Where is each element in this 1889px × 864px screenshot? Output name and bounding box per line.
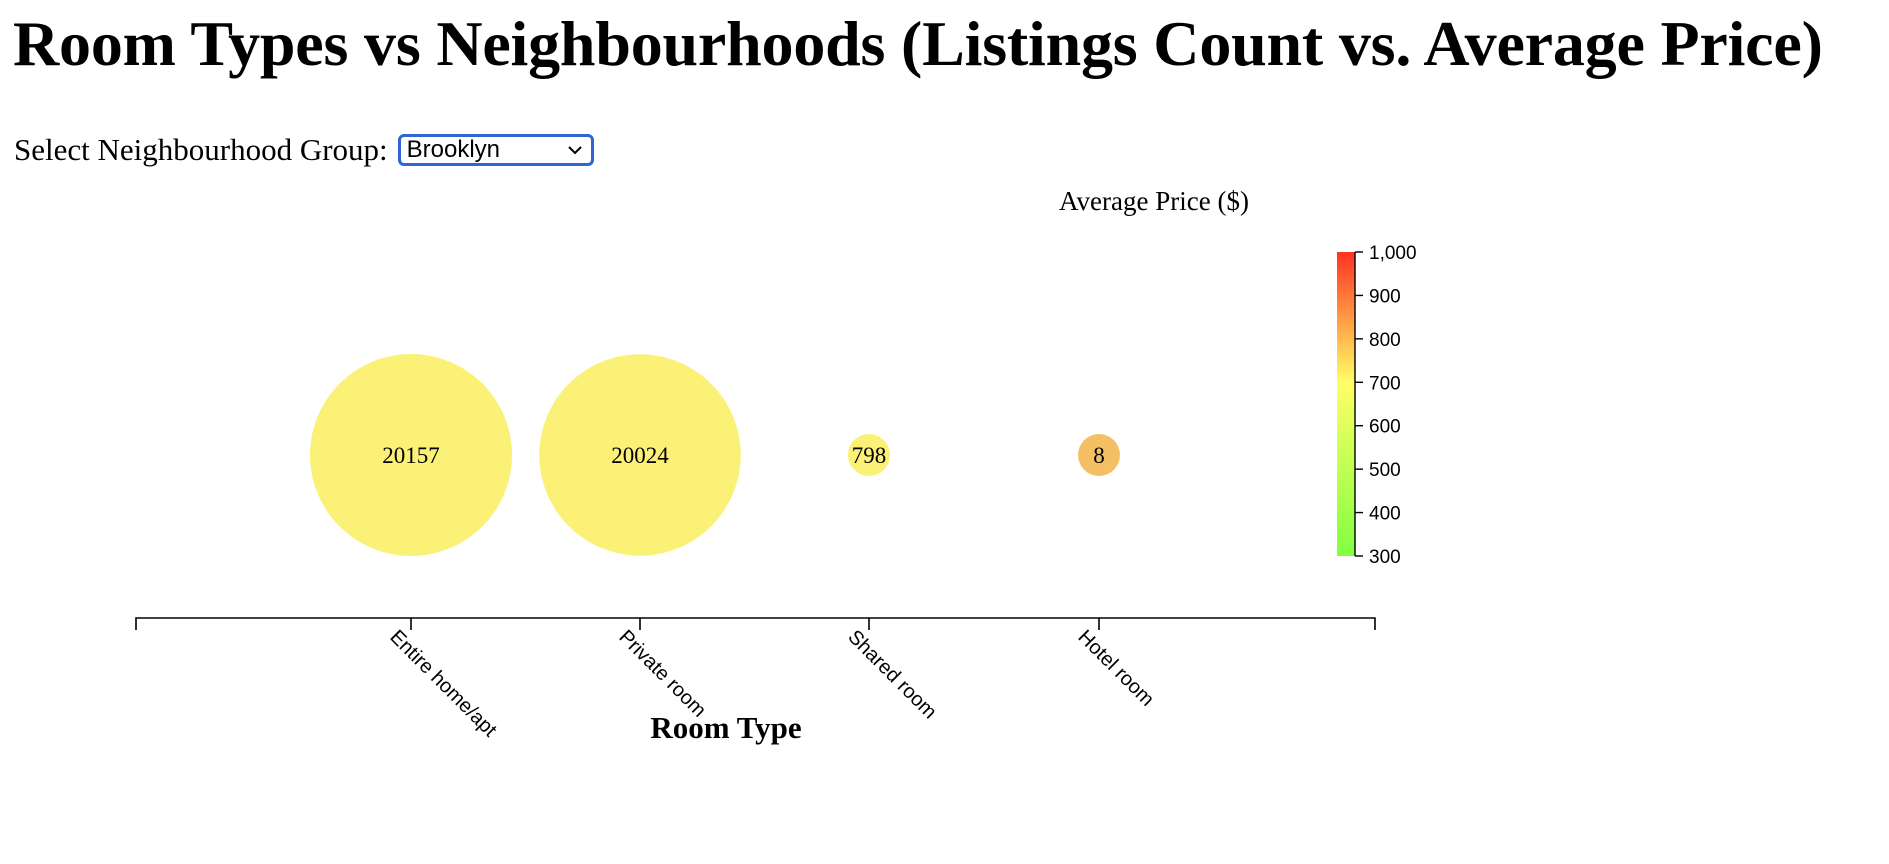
color-legend-tick-label: 500: [1369, 460, 1401, 481]
bubble-count-label: 20157: [382, 443, 440, 468]
bubble-count-label: 20024: [611, 443, 669, 468]
bubbles-layer: 20157 20024 798 8: [310, 354, 1120, 556]
color-legend-tick-label: 800: [1369, 330, 1401, 351]
bubble: [539, 354, 741, 556]
page-title: Room Types vs Neighbourhoods (Listings C…: [13, 8, 1823, 79]
bubble: [310, 354, 512, 556]
color-legend: 1,000 900 800 700 600 500 400 300: [1337, 243, 1417, 568]
bubble: [848, 434, 890, 476]
color-legend-tick-label: 400: [1369, 504, 1401, 525]
color-legend-tick-label: 700: [1369, 373, 1401, 394]
color-legend-tick-label: 300: [1369, 547, 1401, 568]
bubble: [1078, 434, 1120, 476]
neighbourhood-group-selected-value: Brooklyn: [406, 136, 501, 163]
bubble-count-label: 798: [852, 443, 887, 468]
x-axis-title: Room Type: [650, 710, 801, 745]
bubble-count-label: 8: [1093, 443, 1105, 468]
color-legend-tick-label: 900: [1369, 286, 1401, 307]
color-legend-tick-label: 1,000: [1369, 243, 1417, 264]
neighbourhood-group-control: Select Neighbourhood Group: Brooklyn: [14, 132, 594, 168]
x-axis-tick-label: Entire home/apt: [385, 626, 501, 742]
chevron-down-icon: [567, 146, 582, 155]
color-legend-tick-label: 600: [1369, 417, 1401, 438]
color-legend-bar: [1337, 252, 1355, 556]
x-axis-line: [135, 617, 1376, 630]
x-axis-tick-label: Private room: [614, 626, 710, 722]
neighbourhood-group-label: Select Neighbourhood Group:: [14, 132, 388, 167]
neighbourhood-group-select[interactable]: Brooklyn: [397, 134, 594, 166]
color-legend-title: Average Price ($): [1059, 186, 1249, 216]
x-axis-tick-label: Shared room: [843, 626, 940, 723]
x-axis-tick-label: Hotel room: [1073, 626, 1158, 711]
